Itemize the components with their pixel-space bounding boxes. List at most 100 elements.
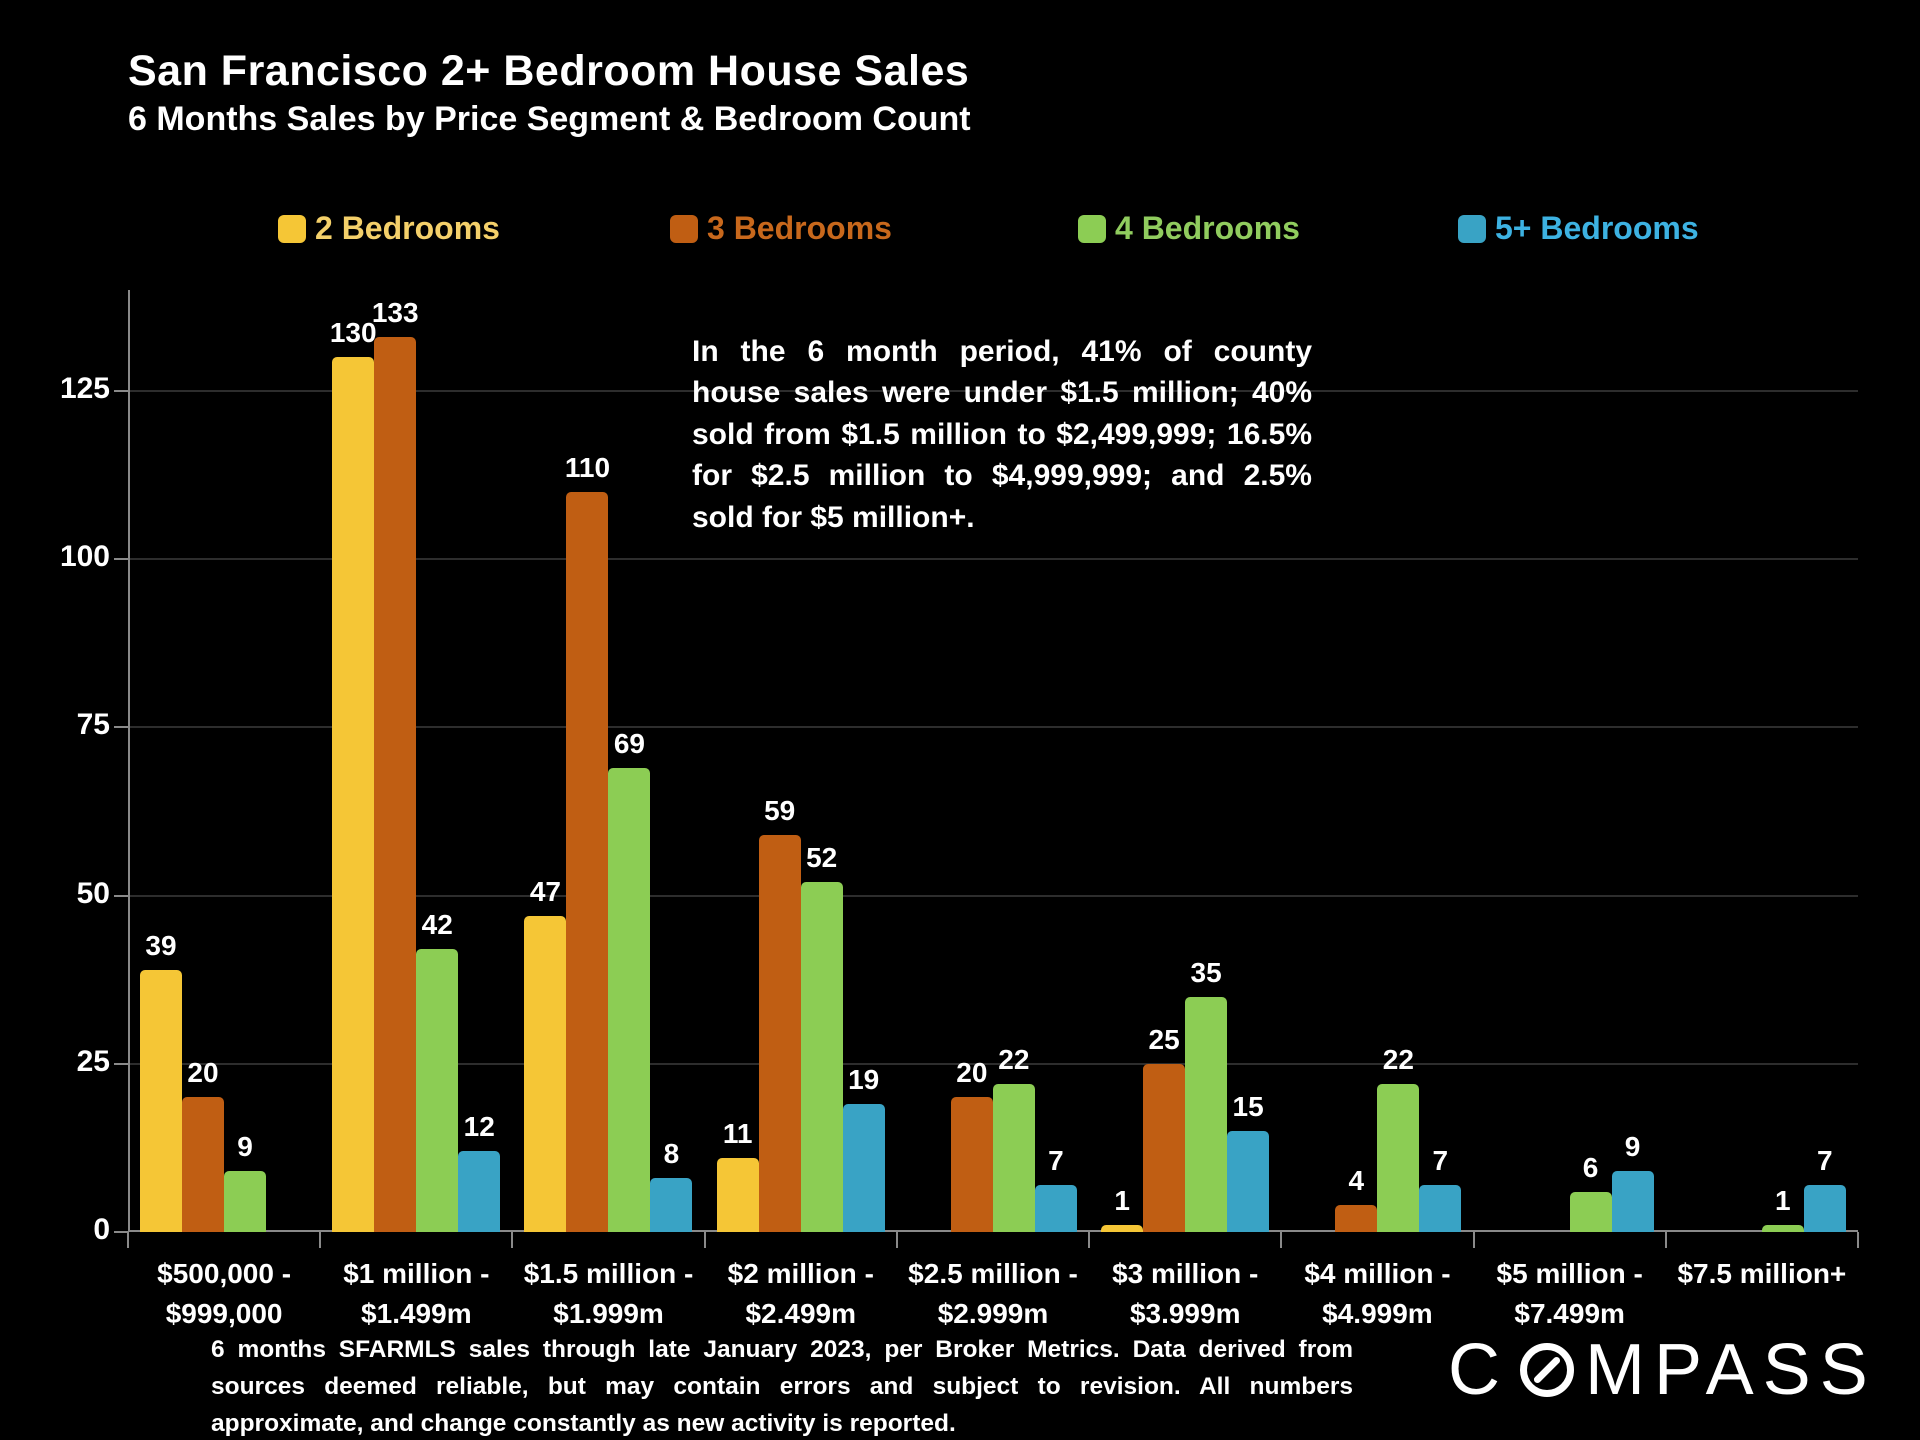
x-axis-tick [1665,1232,1667,1248]
page-title: San Francisco 2+ Bedroom House Sales [128,47,970,95]
x-axis-tick [511,1232,513,1248]
x-axis-tick [1857,1232,1859,1248]
bar-value-label: 22 [998,1043,1030,1075]
x-axis-category-line: $1.5 million - [523,1258,694,1289]
bar-value-label: 47 [529,875,562,907]
legend-item-3-bedrooms: 3 Bedrooms [670,210,892,247]
x-axis-category-label: $7.5 million+ [1666,1254,1858,1294]
y-axis-tick [114,726,128,729]
legend-swatch-icon [670,214,698,243]
bar-3-bedrooms-1-5-million-1-999m [566,491,609,1232]
legend-label: 5+ Bedrooms [1495,210,1699,246]
x-axis-category-line: $2.5 million - [908,1258,1078,1289]
bar-4-bedrooms-4-million-4-999m [1377,1083,1420,1232]
x-axis-category-label: $2.5 million - $2.999m [897,1254,1089,1334]
x-axis-category-line: $4.999m [1322,1297,1433,1329]
compass-o-icon [1520,1343,1574,1397]
bar-2-bedrooms-3-million-3-999m [1101,1225,1144,1232]
bar-4-bedrooms-1-million-1-499m [416,949,459,1232]
legend-item-4-bedrooms: 4 Bedrooms [1078,210,1300,247]
bar-4-bedrooms-1-5-million-1-999m [608,767,651,1232]
x-axis-category-line: $7.499m [1514,1297,1625,1329]
bar-value-label: 22 [1382,1043,1414,1075]
page-subtitle: 6 Months Sales by Price Segment & Bedroo… [128,100,971,138]
x-axis-category-label: $5 million - $7.499m [1474,1254,1666,1334]
bar-4-bedrooms-2-5-million-2-999m [992,1083,1035,1232]
legend-label: 3 Bedrooms [707,210,892,246]
x-axis-category-line: $7.5 million+ [1677,1258,1847,1289]
x-axis-tick [704,1232,706,1248]
gridline-125 [128,389,1858,392]
bar-3-bedrooms-2-5-million-2-999m [950,1097,993,1232]
legend-swatch-icon [278,214,306,243]
bar-value-label: 7 [1048,1144,1064,1176]
bar-value-label: 19 [848,1064,880,1096]
bar-2-bedrooms-1-million-1-499m [332,357,375,1232]
gridline-100 [128,558,1858,561]
x-axis-category-line: $2 million - [727,1258,874,1289]
x-axis-category-label: $4 million - $4.999m [1281,1254,1473,1334]
bar-value-label: 130 [329,317,377,349]
x-axis-tick [127,1232,129,1248]
x-axis-category-label: $500,000 - $999,000 [128,1254,320,1334]
x-axis-category-label: $3 million - $3.999m [1089,1254,1281,1334]
y-axis-tick [114,894,128,897]
x-axis-category-line: $1.499m [361,1297,472,1329]
bar-5-bedrooms-3-million-3-999m [1227,1131,1270,1232]
bar-value-label: 7 [1816,1144,1833,1176]
y-axis-tick-label: 0 [93,1213,110,1246]
bar-3-bedrooms-500-000-999-000 [182,1097,224,1232]
bar-value-label: 15 [1232,1091,1264,1123]
bar-value-label: 6 [1582,1151,1599,1183]
compass-logo-prefix: C [1448,1330,1509,1410]
y-axis-tick-label: 125 [59,371,110,405]
bar-5-bedrooms-2-million-2-499m [842,1104,885,1232]
x-axis-category-line: $1.999m [553,1297,664,1329]
bar-3-bedrooms-1-million-1-499m [374,337,417,1232]
x-axis-category-label: $1.5 million - $1.999m [512,1254,704,1334]
bar-value-label: 9 [1624,1131,1641,1163]
y-axis-tick [114,558,128,561]
x-axis-category-line: $5 million - [1496,1258,1643,1289]
x-axis-category-line: $3.999m [1129,1297,1241,1329]
bar-4-bedrooms-5-million-7-499m [1569,1191,1612,1232]
bar-5-bedrooms-2-5-million-2-999m [1034,1184,1077,1232]
bar-5-bedrooms-1-5-million-1-999m [650,1178,693,1232]
y-axis-line [128,290,130,1232]
gridline-25 [128,1062,1858,1065]
bar-value-label: 11 [722,1118,753,1149]
disclaimer-text: 6 months SFARMLS sales through late Janu… [211,1336,1353,1437]
legend-swatch-icon [1458,214,1486,243]
legend-label: 4 Bedrooms [1115,210,1300,246]
bar-4-bedrooms-500-000-999-000 [224,1171,266,1232]
legend-item-5-bedrooms: 5+ Bedrooms [1458,210,1699,247]
bar-value-label: 110 [564,451,611,483]
compass-logo: C MPASS [1448,1334,1877,1406]
bar-3-bedrooms-2-million-2-499m [758,835,801,1232]
legend-label: 2 Bedrooms [315,210,500,246]
x-axis-category-line: $2.499m [745,1297,857,1329]
x-axis-tick [319,1232,321,1248]
bar-value-label: 7 [1432,1144,1449,1176]
legend-swatch-icon [1078,214,1106,243]
bar-4-bedrooms-3-million-3-999m [1185,996,1228,1232]
x-axis-category-line: $1 million - [343,1258,490,1289]
bar-3-bedrooms-4-million-4-999m [1335,1205,1378,1232]
bar-value-label: 12 [463,1111,495,1143]
bar-value-label: 20 [187,1057,219,1089]
x-axis-tick [1280,1232,1282,1248]
legend-item-2-bedrooms: 2 Bedrooms [278,210,500,247]
bar-value-label: 69 [613,727,646,759]
bar-value-label: 25 [1148,1023,1180,1055]
bar-value-label: 9 [237,1131,253,1163]
y-axis-tick [114,1062,128,1065]
y-axis-tick [114,1231,128,1233]
y-axis-tick-label: 25 [76,1044,110,1078]
plot-area: 39 20 9 130 133 42 12 47 110 69 8 11 59 52 19 20 22 7 1 25 3… [114,290,1859,1248]
compass-logo-suffix: MPASS [1585,1330,1877,1410]
bar-value-label: 20 [956,1057,988,1089]
y-axis-tick-label: 75 [76,708,110,742]
x-axis-tick [896,1232,898,1248]
bar-value-label: 133 [371,297,419,329]
